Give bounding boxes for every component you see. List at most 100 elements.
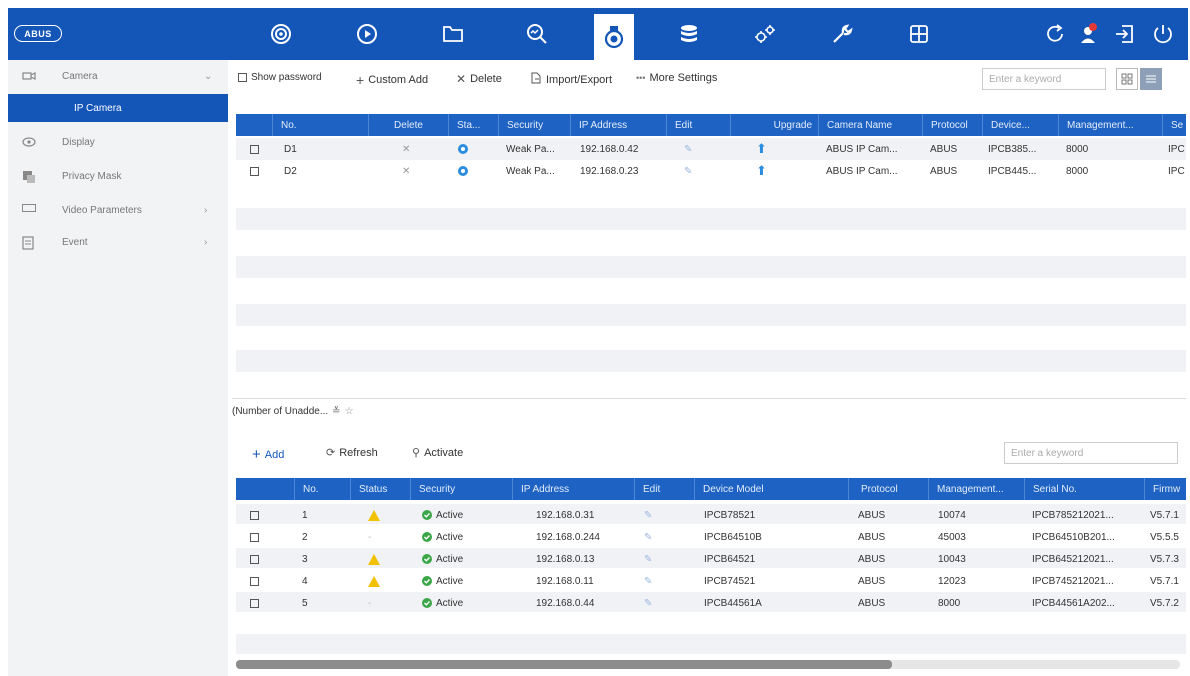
table-row[interactable]: 3 Active 192.168.0.13 ✎ IPCB64521 ABUS 1…	[236, 549, 1186, 569]
pin-icon[interactable]: ☆	[344, 406, 354, 417]
add-button[interactable]: + Add	[252, 446, 284, 463]
row-camera-name: ABUS IP Cam...	[826, 165, 898, 177]
refresh-button[interactable]: ⟳ Refresh	[326, 446, 378, 460]
activate-button[interactable]: ⚲ Activate	[412, 446, 463, 460]
column-header[interactable]: Management...	[928, 478, 1024, 500]
column-header[interactable]: Se	[1162, 114, 1186, 136]
show-password-checkbox[interactable]: Show password	[238, 72, 322, 83]
camera-icon[interactable]	[594, 14, 634, 60]
upgrade-icon[interactable]: ⬆	[756, 141, 767, 156]
row-security: Active	[436, 597, 464, 609]
column-header[interactable]: Firmw	[1144, 478, 1186, 500]
refresh-icon[interactable]	[1038, 18, 1072, 50]
row-no: 5	[302, 597, 308, 609]
column-header[interactable]: Device Model	[694, 478, 848, 500]
logout-icon[interactable]	[1108, 18, 1142, 50]
column-header[interactable]: Upgrade	[730, 114, 818, 136]
user-alert-icon[interactable]	[1072, 18, 1106, 50]
sidebar-item-camera[interactable]: Camera ⌄	[8, 62, 228, 90]
sidebar-item-privacy-mask[interactable]: Privacy Mask	[8, 162, 228, 190]
column-header[interactable]: Edit	[634, 478, 694, 500]
unadded-search-input[interactable]: Enter a keyword	[1004, 442, 1178, 464]
horizontal-scrollbar[interactable]	[236, 660, 1180, 669]
edit-icon[interactable]: ✎	[644, 531, 653, 543]
row-checkbox[interactable]	[250, 554, 259, 564]
brand-logo: ABUS	[14, 25, 62, 42]
more-settings-button[interactable]: ••• More Settings	[636, 72, 717, 84]
delete-row-icon[interactable]: ✕	[402, 165, 411, 177]
column-header[interactable]: Camera Name	[818, 114, 922, 136]
row-checkbox[interactable]	[250, 576, 259, 586]
power-icon[interactable]	[1146, 18, 1180, 50]
column-header[interactable]: Protocol	[848, 478, 928, 500]
live-view-icon[interactable]	[264, 18, 298, 50]
row-checkbox[interactable]	[250, 144, 259, 154]
sidebar-item-display[interactable]: Display	[8, 128, 228, 156]
row-protocol: ABUS	[858, 597, 886, 609]
sidebar-item-video-parameters[interactable]: Video Parameters ›	[8, 196, 228, 224]
playback-icon[interactable]	[350, 18, 384, 50]
column-header[interactable]: Sta...	[448, 114, 482, 136]
file-management-icon[interactable]	[436, 18, 470, 50]
column-header[interactable]: Protocol	[922, 114, 982, 136]
scrollbar-thumb[interactable]	[236, 660, 892, 669]
column-header[interactable]: Security	[498, 114, 568, 136]
table-row[interactable]: D2 ✕ Weak Pa... 192.168.0.23 ✎ ⬆ ABUS IP…	[236, 161, 1186, 181]
table-row[interactable]: 2 - Active 192.168.0.244 ✎ IPCB64510B AB…	[236, 527, 1186, 547]
column-header[interactable]: Delete	[368, 114, 448, 136]
system-settings-icon[interactable]	[748, 18, 782, 50]
delete-row-icon[interactable]: ✕	[402, 143, 411, 155]
storage-icon[interactable]	[672, 18, 706, 50]
grid-view-button[interactable]	[1116, 68, 1138, 90]
chevron-double-down-icon[interactable]: ≚	[332, 406, 341, 417]
row-checkbox[interactable]	[250, 598, 259, 608]
column-header[interactable]: Security	[410, 478, 512, 500]
upgrade-icon[interactable]: ⬆	[756, 163, 767, 178]
sidebar-item-ip-camera[interactable]: IP Camera	[8, 94, 228, 122]
edit-icon[interactable]: ✎	[644, 509, 653, 521]
row-no: D2	[284, 165, 297, 177]
column-header[interactable]: Management...	[1058, 114, 1162, 136]
edit-icon[interactable]: ✎	[644, 553, 653, 565]
import-export-button[interactable]: Import/Export	[530, 72, 612, 87]
added-cameras-table-header: No. Delete Sta... Security IP Address Ed…	[236, 114, 1186, 136]
unadded-header: (Number of Unadde... ≚ ☆	[232, 406, 354, 417]
edit-icon[interactable]: ✎	[644, 597, 653, 609]
list-view-button[interactable]	[1140, 68, 1162, 90]
search-input[interactable]: Enter a keyword	[982, 68, 1106, 90]
checkbox[interactable]	[238, 73, 247, 82]
table-row[interactable]: 4 Active 192.168.0.11 ✎ IPCB74521 ABUS 1…	[236, 571, 1186, 591]
column-header[interactable]: Device...	[982, 114, 1058, 136]
column-header[interactable]: IP Address	[512, 478, 634, 500]
table-row[interactable]: 5 - Active 192.168.0.44 ✎ IPCB44561A ABU…	[236, 593, 1186, 613]
grid-view-icon	[1121, 73, 1133, 85]
column-header[interactable]: Serial No.	[1024, 478, 1144, 500]
row-ip: 192.168.0.23	[580, 165, 639, 177]
row-no: D1	[284, 143, 297, 155]
row-checkbox[interactable]	[250, 532, 259, 542]
custom-add-button[interactable]: + Custom Add	[356, 72, 428, 88]
edit-icon[interactable]: ✎	[684, 143, 693, 155]
edit-icon[interactable]: ✎	[684, 165, 693, 177]
column-header[interactable]: Status	[350, 478, 410, 500]
column-header[interactable]: No.	[272, 114, 368, 136]
table-row[interactable]: D1 ✕ Weak Pa... 192.168.0.42 ✎ ⬆ ABUS IP…	[236, 139, 1186, 159]
sidebar-item-event[interactable]: Event ›	[8, 228, 228, 256]
table-row-band	[236, 592, 1186, 612]
select-all-column[interactable]	[236, 114, 272, 136]
row-checkbox[interactable]	[250, 510, 259, 520]
column-header[interactable]: No.	[294, 478, 350, 500]
warning-icon	[368, 505, 380, 525]
column-header[interactable]: Edit	[666, 114, 730, 136]
delete-button[interactable]: ✕ Delete	[456, 72, 502, 86]
row-checkbox[interactable]	[250, 166, 259, 176]
maintenance-icon[interactable]	[826, 18, 860, 50]
status-online-icon	[458, 139, 468, 159]
smart-search-icon[interactable]	[520, 18, 554, 50]
select-all-column[interactable]	[236, 478, 294, 500]
edit-icon[interactable]: ✎	[644, 575, 653, 587]
table-row[interactable]: 1 Active 192.168.0.31 ✎ IPCB78521 ABUS 1…	[236, 505, 1186, 525]
column-header[interactable]: IP Address	[570, 114, 666, 136]
split-view-icon[interactable]	[902, 18, 936, 50]
sidebar-item-label: Video Parameters	[62, 204, 142, 216]
